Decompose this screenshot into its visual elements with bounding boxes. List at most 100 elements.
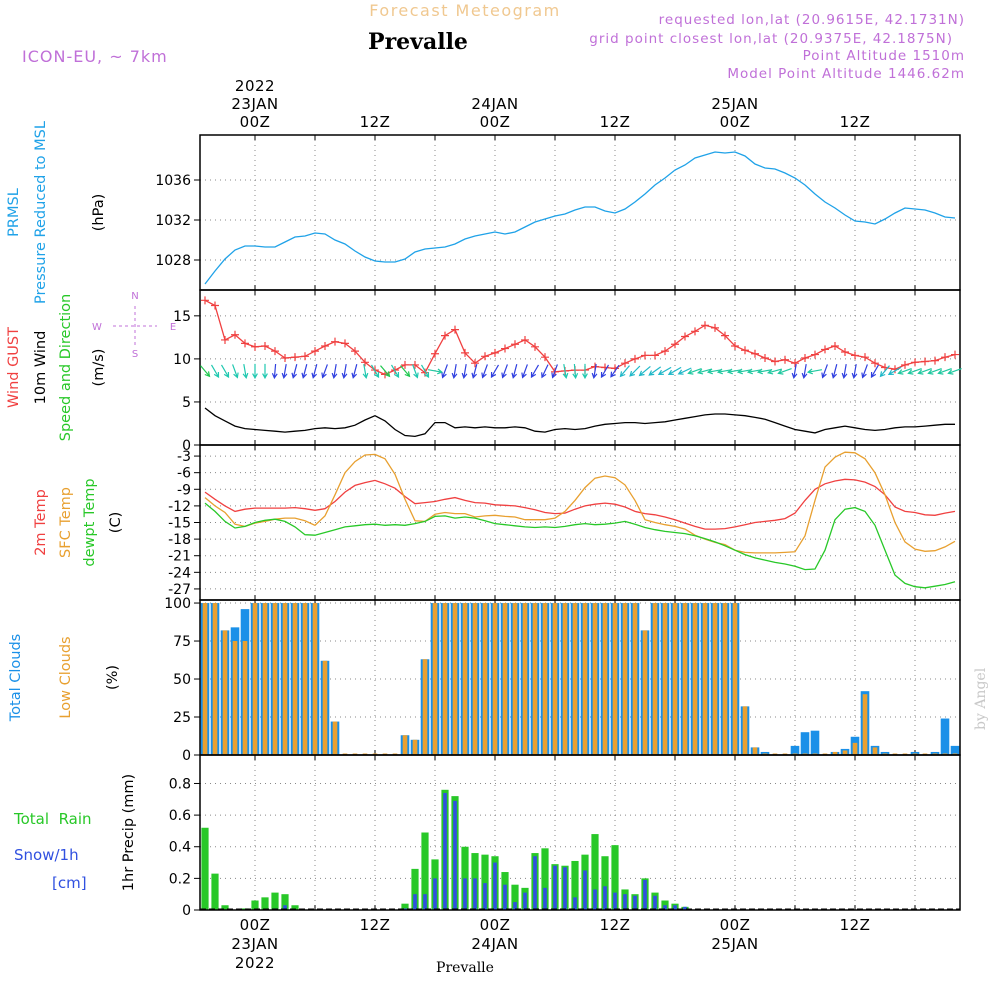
gust-marker	[461, 348, 469, 357]
snow-bar	[433, 878, 437, 910]
wind-direction-arrow	[937, 368, 952, 375]
gust-marker	[521, 335, 529, 344]
wind-direction-arrow	[706, 368, 723, 375]
compass-cross	[113, 306, 157, 346]
wind-direction-arrow	[370, 364, 380, 379]
total-cloud-bar	[880, 751, 890, 755]
low-cloud-bar	[852, 742, 858, 755]
snow-bar	[543, 887, 547, 910]
precip-total-bar	[221, 905, 229, 910]
gust-marker	[791, 359, 799, 368]
precip-total-bar	[571, 860, 579, 910]
wind-direction-arrow	[801, 363, 808, 380]
low-cloud-bar	[812, 753, 818, 755]
low-cloud-bar	[882, 753, 888, 755]
precip-total-bar	[421, 832, 429, 910]
precip-total-bar	[461, 846, 469, 910]
panel-ylabel: Pressure Reduced to MSL	[33, 121, 49, 304]
gust-marker	[951, 350, 959, 359]
precip-total-bar	[601, 856, 609, 910]
gust-marker	[311, 347, 319, 356]
low-cloud-bar	[372, 753, 378, 755]
gust-marker	[931, 356, 939, 365]
snow-bar	[683, 906, 687, 910]
bottom-time-label: 00Z	[240, 916, 271, 934]
wind-direction-arrow	[791, 363, 798, 380]
top-time-label: 2022	[235, 77, 275, 95]
top-time-label: 23JAN	[231, 95, 278, 113]
low-cloud-bar	[382, 753, 388, 755]
panel-ylabel: Total Clouds	[8, 634, 24, 722]
wind-direction-arrow	[726, 368, 743, 375]
gust-marker	[661, 347, 669, 356]
wind-direction-arrow	[400, 365, 411, 378]
low-cloud-bar	[842, 750, 848, 755]
low-cloud-bar	[792, 753, 798, 755]
compass-east: E	[170, 322, 176, 333]
bottom-time-label: 2022	[235, 954, 275, 972]
low-cloud-bar	[612, 603, 618, 755]
watermark: by Angel	[973, 667, 989, 730]
wind-direction-arrow	[331, 363, 338, 380]
panel-ylabel: (%)	[105, 665, 121, 690]
precip-total-bar	[291, 905, 299, 910]
point-altitude: Point Altitude 1510m	[803, 48, 965, 64]
panel-frame	[199, 754, 961, 911]
wind-direction-arrow	[551, 364, 558, 379]
wind-direction-arrow	[471, 364, 478, 379]
gust-marker	[351, 347, 359, 356]
low-cloud-bar	[582, 603, 588, 755]
low-cloud-bar	[762, 753, 768, 755]
wind-direction-arrow	[777, 368, 792, 375]
wind-direction-arrow	[481, 364, 488, 379]
gust-marker	[821, 345, 829, 354]
gust-marker	[231, 330, 239, 339]
low-cloud-bar	[222, 630, 228, 755]
gust-marker	[251, 342, 259, 351]
panel-ylabel: (m/s)	[91, 349, 107, 387]
model-altitude: Model Point Altitude 1446.62m	[727, 66, 965, 82]
wind-direction-arrow	[441, 364, 448, 379]
y-tick-label: 0	[182, 438, 191, 454]
gust-marker	[401, 360, 409, 369]
low-cloud-bar	[602, 603, 608, 755]
low-cloud-bar	[492, 603, 498, 755]
low-cloud-bar	[912, 753, 918, 755]
snow-bar	[443, 792, 447, 910]
wind-direction-arrow	[200, 365, 211, 378]
wind-direction-arrow	[897, 368, 912, 375]
snow-bar	[473, 878, 477, 910]
wind-direction-arrow	[657, 366, 672, 376]
low-cloud-bar	[902, 753, 908, 755]
gust-marker	[301, 352, 309, 361]
wind-direction-arrow	[311, 364, 318, 379]
precip-total-bar	[591, 834, 599, 910]
wind-direction-arrow	[696, 368, 712, 375]
gust-marker	[781, 355, 789, 364]
wind-direction-arrow	[766, 368, 782, 375]
low-cloud-bar	[742, 706, 748, 755]
y-tick-label: -3	[177, 449, 191, 465]
top-time-label: 12Z	[840, 113, 871, 131]
total-cloud-bar	[760, 751, 770, 755]
gust-marker	[541, 353, 549, 362]
total-cloud-bar	[930, 751, 940, 755]
top-time-label: 12Z	[360, 113, 391, 131]
wind-direction-arrow	[917, 368, 932, 375]
snow-bar	[533, 856, 537, 910]
low-cloud-bar	[482, 603, 488, 755]
gridpoint-coords: grid point closest lon,lat (20.9375E, 42…	[589, 31, 953, 47]
snow-bar	[633, 895, 637, 910]
wind-direction-arrow	[746, 368, 763, 375]
gust-marker	[811, 350, 819, 359]
low-cloud-bar	[562, 603, 568, 755]
bottom-time-label: 12Z	[600, 916, 631, 934]
bottom-time-label: 23JAN	[231, 935, 278, 953]
low-cloud-bar	[642, 630, 648, 755]
snow-bar	[463, 878, 467, 910]
series-line-10m-wind	[204, 407, 955, 438]
gust-marker	[771, 357, 779, 366]
snow-bar	[423, 894, 427, 910]
precip-total-bar	[411, 868, 419, 910]
wind-direction-arrow	[341, 363, 348, 380]
